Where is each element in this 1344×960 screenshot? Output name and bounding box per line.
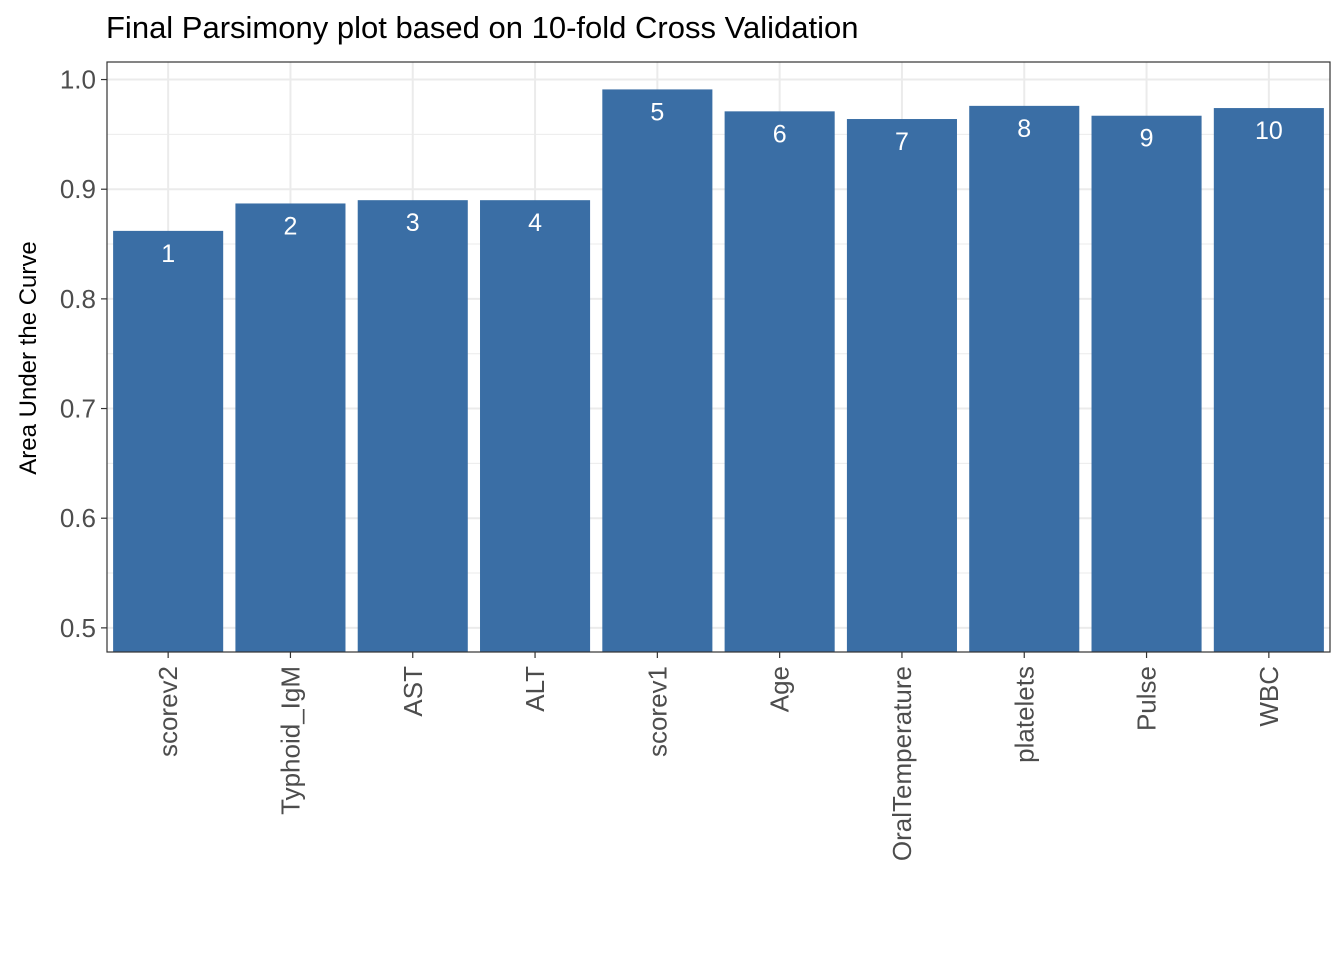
- bar: [724, 111, 835, 653]
- bar-label: 4: [528, 209, 542, 237]
- bar: [480, 200, 591, 652]
- x-tick-label: ALT: [520, 666, 550, 712]
- bar-label: 3: [406, 209, 420, 237]
- x-axis: scorev2 Typhoid_IgM AST ALT scorev1 Age OralTe…: [153, 652, 1284, 861]
- x-tick-label: Age: [765, 666, 795, 712]
- bar-label: 1: [161, 240, 175, 268]
- x-tick-label: scorev2: [153, 666, 183, 757]
- panel-border: [106, 61, 1331, 653]
- bar-label: 5: [650, 98, 664, 126]
- chart-title: Final Parsimony plot based on 10-fold Cr…: [106, 10, 858, 45]
- y-axis-label: Area Under the Curve: [15, 241, 42, 474]
- y-tick-label: 0.9: [60, 174, 96, 204]
- x-tick-label: WBC: [1254, 666, 1284, 727]
- y-tick-label: 0.8: [60, 284, 96, 314]
- bar: [113, 230, 224, 652]
- x-tick-label: AST: [398, 666, 428, 717]
- x-tick-label: OralTemperature: [887, 666, 917, 861]
- bar: [235, 203, 346, 653]
- bar: [969, 105, 1080, 653]
- x-tick-label: scorev1: [642, 666, 672, 757]
- bar: [357, 200, 468, 652]
- bar-label: 6: [773, 120, 787, 148]
- x-tick-label: Typhoid_IgM: [275, 666, 305, 815]
- y-tick-label: 0.5: [60, 613, 96, 643]
- bar: [602, 89, 713, 652]
- bar-label: 9: [1140, 125, 1154, 153]
- x-tick-label: Pulse: [1132, 666, 1162, 731]
- x-tick-label: platelets: [1009, 666, 1039, 763]
- bar-label: 7: [895, 128, 909, 156]
- bar: [1091, 115, 1202, 652]
- plot-area: 1 2 3 4 5 6 7 8 9 10: [106, 61, 1331, 653]
- y-tick-label: 0.6: [60, 503, 96, 533]
- bar-label: 10: [1255, 117, 1283, 145]
- y-axis: 0.5 0.6 0.7 0.8 0.9 1.0: [60, 65, 107, 643]
- y-tick-label: 0.7: [60, 394, 96, 424]
- y-tick-label: 1.0: [60, 65, 96, 95]
- bar: [846, 119, 957, 653]
- bar: [1213, 108, 1324, 653]
- bar-label: 2: [283, 212, 297, 240]
- bar-label: 8: [1017, 115, 1031, 143]
